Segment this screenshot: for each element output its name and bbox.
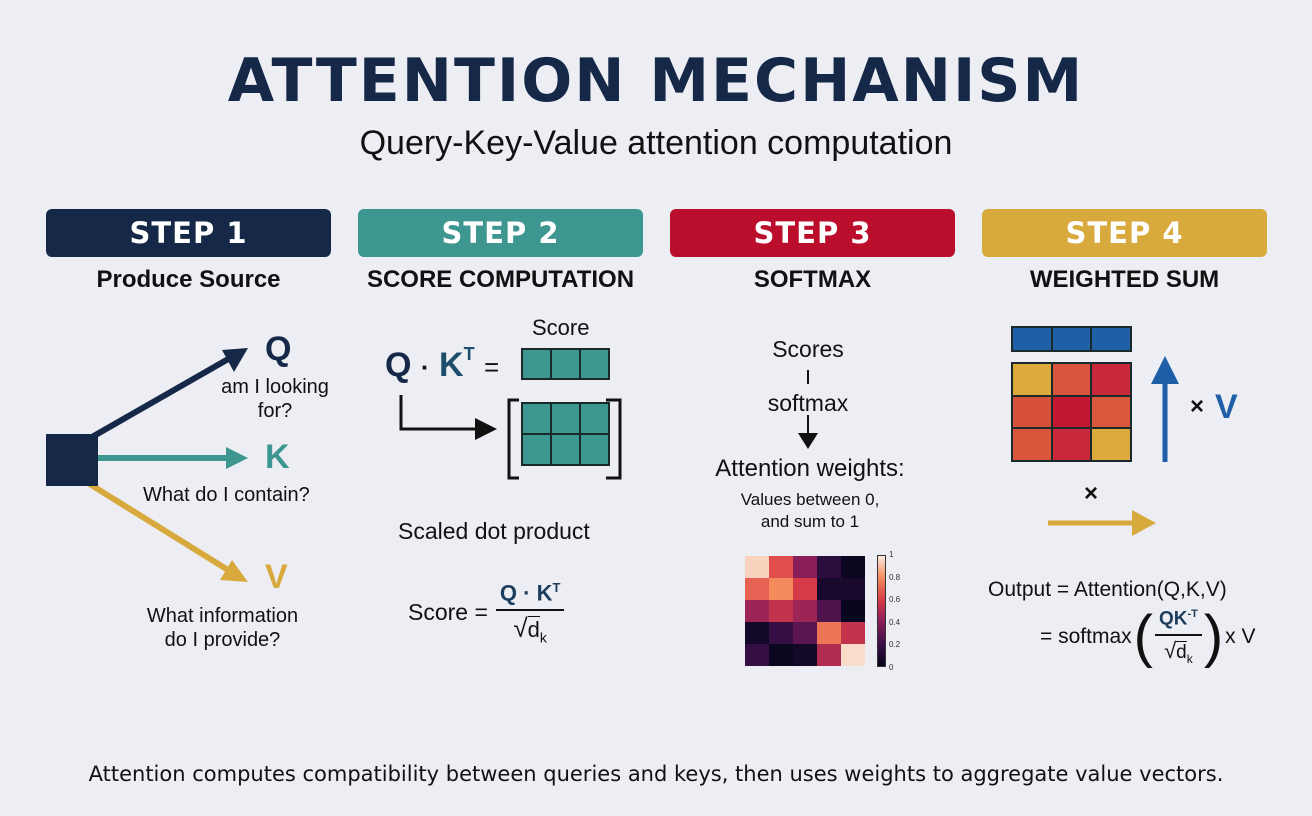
v-label: V (1215, 388, 1238, 426)
q-letter: Q (265, 330, 292, 368)
score-matrix (521, 402, 610, 466)
heatmap-cell (769, 600, 793, 622)
score-formula: Score = Q · KT √dk (408, 580, 565, 646)
arrow-right-gold-icon (1048, 510, 1156, 536)
colorbar-ticks: 1 0.8 0.6 0.4 0.2 0 (889, 550, 901, 672)
heatmap-cell (769, 556, 793, 578)
heatmap-cell (817, 644, 841, 666)
heatmap-cell (841, 600, 865, 622)
step-2-subtitle: SCORE COMPUTATION (366, 266, 635, 293)
attention-heatmap (745, 556, 865, 666)
heatmap-cell (793, 600, 817, 622)
q-description: am I looking for? (221, 376, 329, 422)
output-row-vector (1011, 326, 1132, 352)
score-label: Score (532, 315, 590, 340)
heatmap-cell (745, 600, 769, 622)
heatmap-cell (841, 556, 865, 578)
times-symbol: × (1190, 393, 1205, 420)
heatmap-cell (769, 622, 793, 644)
footer-caption: Attention computes compatibility between… (88, 762, 1224, 786)
step-1-subtitle: Produce Source (96, 266, 281, 293)
step-4-banner: STEP 4 (982, 209, 1267, 257)
arrow-up-icon (1151, 356, 1179, 462)
weights-matrix (1011, 362, 1132, 462)
attention-weights-title: Attention weights: (715, 455, 905, 482)
score-matrix-bracket (399, 395, 622, 480)
flow-line (807, 370, 809, 384)
step-3-subtitle: SOFTMAX (753, 266, 872, 293)
score-row-vector (521, 348, 610, 380)
arrow-down-icon (798, 415, 818, 449)
k-letter: K (265, 438, 290, 476)
heatmap-cell (769, 578, 793, 600)
k-arrow-icon (96, 447, 248, 469)
heatmap-cell (841, 644, 865, 666)
page-title: ATTENTION MECHANISM (227, 46, 1085, 116)
heatmap-cell (745, 556, 769, 578)
heatmap-cell (745, 622, 769, 644)
heatmap-cell (793, 622, 817, 644)
step-1-banner: STEP 1 (46, 209, 331, 257)
qkv-arrows-diagram (46, 348, 248, 582)
arrow-right-icon (399, 395, 497, 440)
v-arrow-icon (86, 480, 248, 582)
heatmap-cell (841, 578, 865, 600)
times-symbol-2: × (1084, 480, 1099, 507)
attention-weights-description: Values between 0, and sum to 1 (740, 490, 880, 531)
v-letter: V (265, 558, 288, 596)
step-4-subtitle: WEIGHTED SUM (1029, 266, 1220, 293)
v-description: What information do I provide? (146, 605, 299, 651)
page-subtitle: Query-Key-Value attention computation (359, 124, 953, 162)
heatmap-cell (745, 578, 769, 600)
heatmap-cell (793, 644, 817, 666)
step-2-banner: STEP 2 (358, 209, 643, 257)
heatmap-cell (793, 556, 817, 578)
source-token-square (46, 434, 98, 486)
output-formula-line1: Output = Attention(Q,K,V) (988, 578, 1227, 601)
heatmap-cell (793, 578, 817, 600)
heatmap-cell (817, 600, 841, 622)
step-3-banner: STEP 3 (670, 209, 955, 257)
scores-label: Scores (772, 336, 844, 362)
heatmap-cell (841, 622, 865, 644)
scaled-dot-product-caption: Scaled dot product (398, 518, 590, 544)
k-description: What do I contain? (143, 484, 310, 506)
colorbar (877, 555, 886, 667)
output-formula-line2: = softmax ( QK-T √dk ) x V (1040, 604, 1256, 669)
q-arrow-icon (90, 348, 248, 440)
softmax-label: softmax (767, 390, 849, 416)
heatmap-cell (745, 644, 769, 666)
heatmap-cell (817, 556, 841, 578)
heatmap-cell (817, 578, 841, 600)
qk-equation: Q · KT = (385, 343, 500, 384)
heatmap-cell (769, 644, 793, 666)
heatmap-cell (817, 622, 841, 644)
